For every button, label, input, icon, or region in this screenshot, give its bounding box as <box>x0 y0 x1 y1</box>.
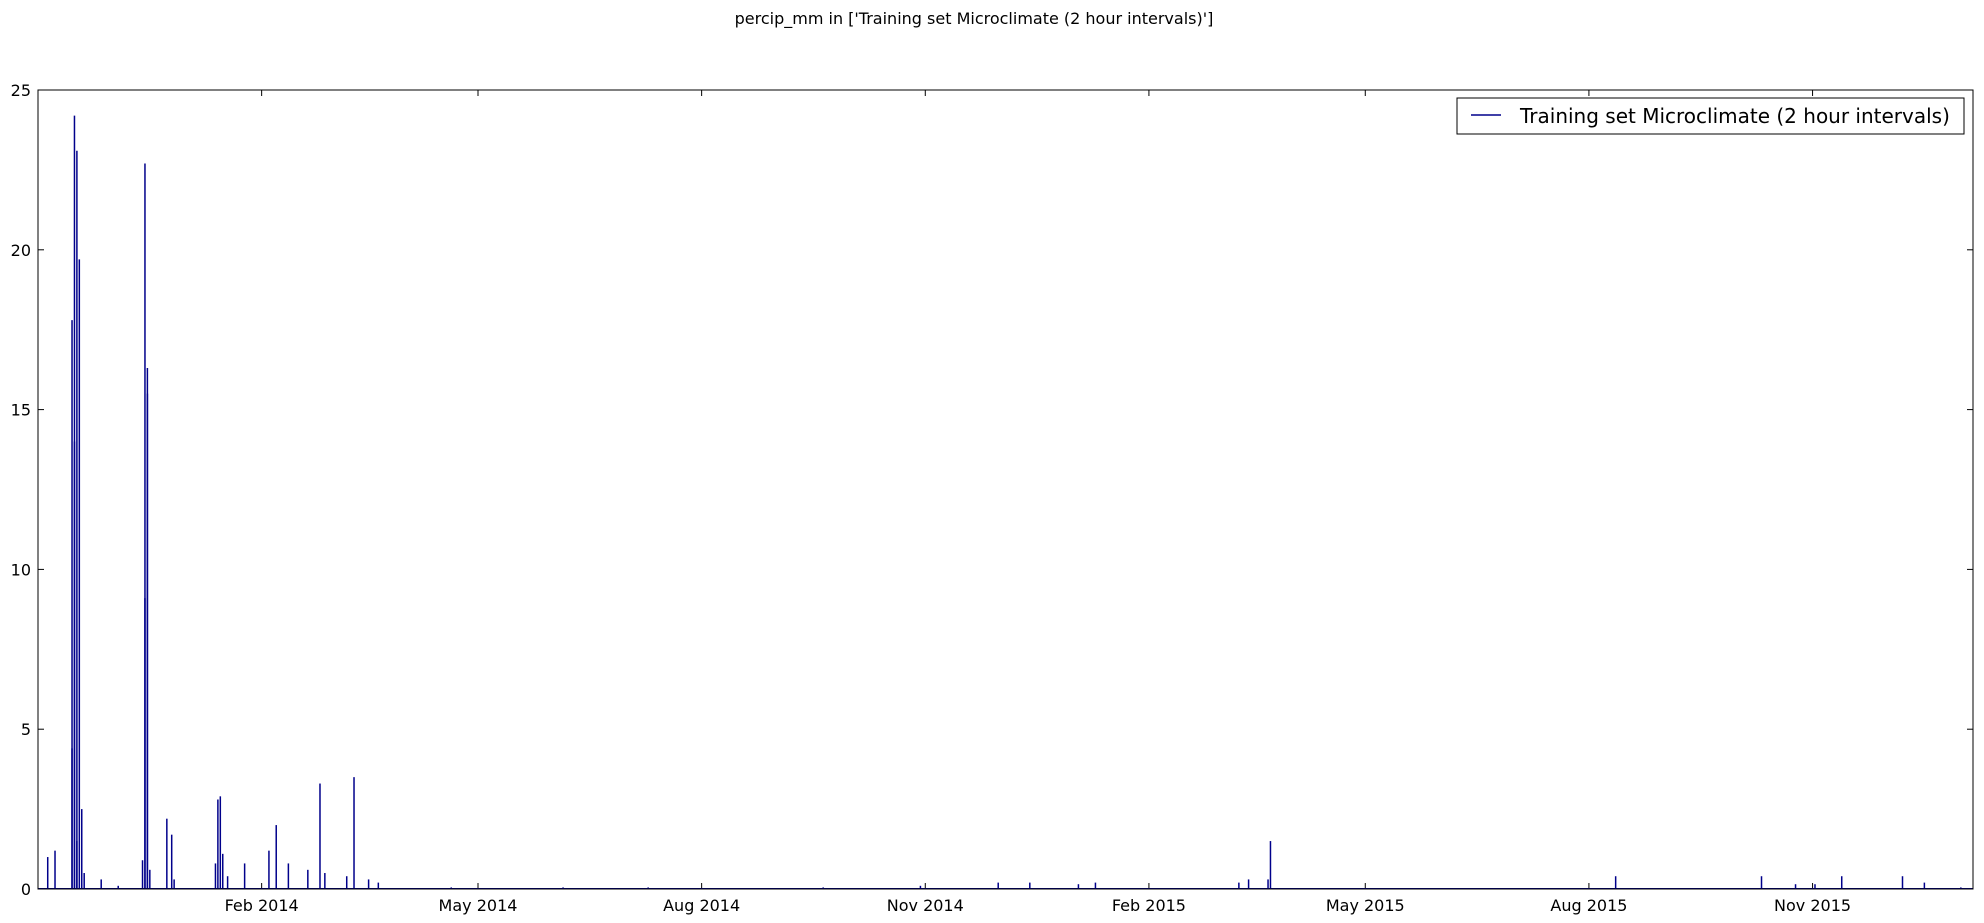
x-tick-label: May 2014 <box>439 896 518 915</box>
axes-frame <box>37 89 1974 890</box>
x-tick-label: Nov 2015 <box>1774 896 1851 915</box>
y-tick-label: 20 <box>11 241 31 260</box>
y-tick-label: 10 <box>11 560 31 579</box>
x-tick-label: Feb 2015 <box>1112 896 1186 915</box>
chart-title: percip_mm in ['Training set Microclimate… <box>735 9 1214 29</box>
plot-area <box>38 115 1973 889</box>
x-tick-label: May 2015 <box>1326 896 1405 915</box>
y-tick-label: 0 <box>21 880 31 899</box>
x-tick-label: Aug 2014 <box>663 896 740 915</box>
x-tick-label: Feb 2014 <box>225 896 299 915</box>
axis-ticks: 0 5 10 15 20 25 Feb 2014 May 2014 Aug 2014 Nov 20… <box>11 81 1973 915</box>
x-tick-label: Nov 2014 <box>887 896 964 915</box>
y-tick-label: 5 <box>21 720 31 739</box>
legend: Training set Microclimate (2 hour interv… <box>1456 97 1965 135</box>
legend-label: Training set Microclimate (2 hour interv… <box>1519 104 1950 128</box>
legend-box <box>1456 97 1965 135</box>
y-tick-label: 15 <box>11 401 31 420</box>
y-tick-label: 25 <box>11 81 31 100</box>
x-tick-label: Aug 2015 <box>1550 896 1627 915</box>
